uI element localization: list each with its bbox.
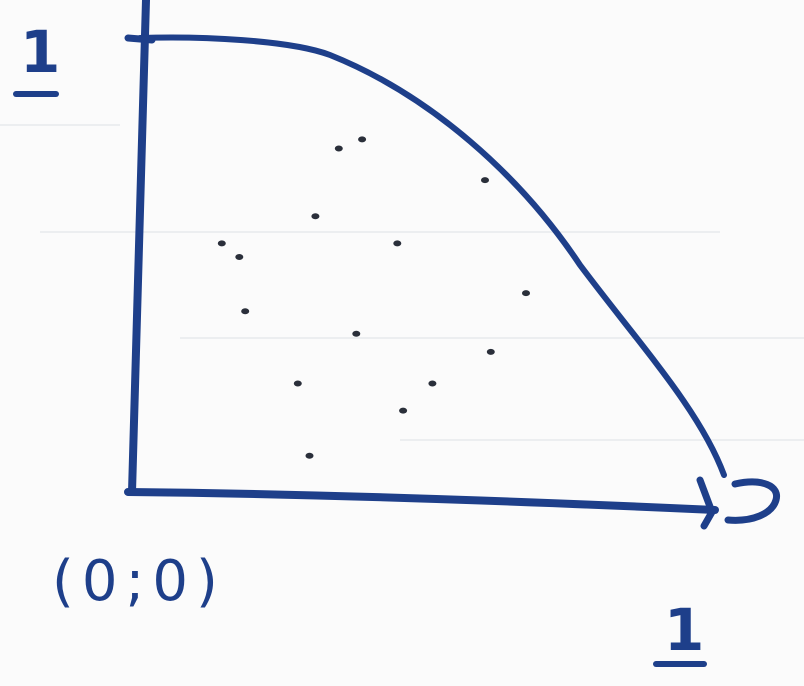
random-point [241, 308, 250, 315]
random-point [428, 380, 437, 387]
random-point [399, 407, 408, 414]
y-axis [128, 0, 150, 496]
random-points [217, 136, 530, 459]
random-point [217, 240, 226, 247]
x-axis-arrowhead [696, 476, 780, 530]
random-point [235, 254, 244, 260]
random-point [352, 330, 361, 337]
random-point [311, 213, 320, 220]
random-point [293, 380, 302, 387]
random-point [305, 452, 314, 459]
random-point [481, 177, 489, 184]
x-axis [124, 488, 719, 514]
paper-rule-lines [0, 124, 804, 441]
y-tick-mark [124, 34, 156, 44]
random-point [522, 290, 530, 297]
random-point [358, 136, 367, 143]
random-point [334, 145, 343, 152]
origin-label: (0;0) [52, 549, 226, 614]
y-tick-label: 1 [20, 18, 60, 86]
quarter-circle-arc [137, 34, 727, 478]
random-point [393, 240, 402, 247]
random-point [486, 348, 495, 355]
x-tick-label: 1 [664, 596, 704, 664]
